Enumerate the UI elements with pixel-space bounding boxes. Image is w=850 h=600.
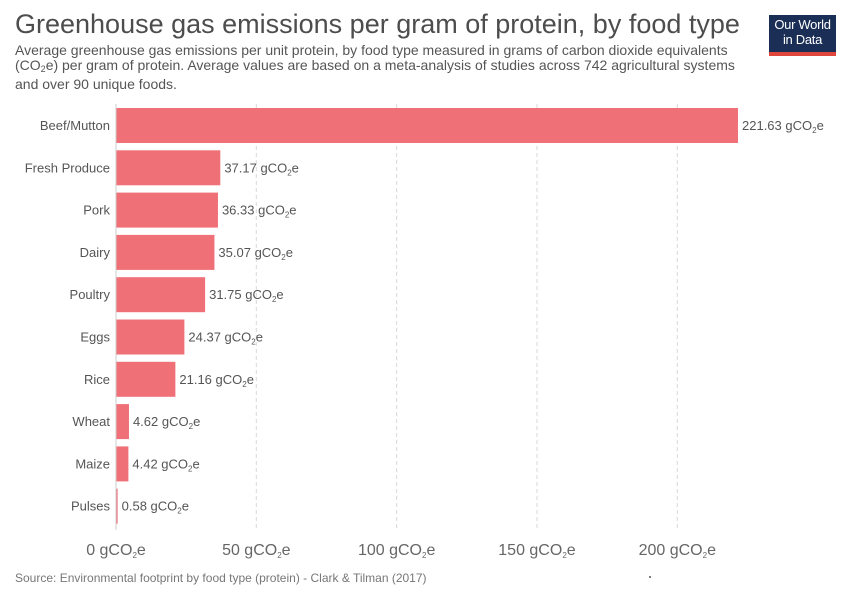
subtitle-text-2: e) per gram of protein. Average values a… xyxy=(15,57,735,92)
category-label: Pulses xyxy=(71,499,111,514)
data-label: 221.63 gCO2e xyxy=(742,118,824,135)
bar-pulses xyxy=(116,488,118,524)
data-label: 21.16 gCO2e xyxy=(179,372,254,389)
data-label: 35.07 gCO2e xyxy=(218,245,293,262)
subtitle-text-1: Average greenhouse gas emissions per uni… xyxy=(15,42,728,73)
x-tick-label: 100 gCO2e xyxy=(358,542,436,560)
bar-poultry xyxy=(116,277,206,313)
category-label: Fresh Produce xyxy=(25,160,110,175)
subtitle-subscript: 2 xyxy=(40,64,46,74)
bar-rice xyxy=(116,361,176,397)
source-note[interactable]: Source: Environmental footprint by food … xyxy=(15,571,427,585)
bar-wheat xyxy=(116,404,129,440)
data-label: 4.42 gCO2e xyxy=(132,456,199,473)
bar-dairy xyxy=(116,234,215,270)
chart-title: Greenhouse gas emissions per gram of pro… xyxy=(15,9,740,39)
data-label: 36.33 gCO2e xyxy=(222,203,297,220)
data-label: 4.62 gCO2e xyxy=(133,414,200,431)
category-label: Wheat xyxy=(72,414,110,429)
category-label: Dairy xyxy=(80,245,111,260)
x-tick-label: 200 gCO2e xyxy=(639,542,717,560)
bar-fresh-produce xyxy=(116,150,221,186)
category-label: Pork xyxy=(83,203,110,218)
chart-subtitle: Average greenhouse gas emissions per uni… xyxy=(15,43,750,92)
category-label: Beef/Mutton xyxy=(40,118,110,133)
x-tick-label: 50 gCO2e xyxy=(222,542,291,560)
marker-dot xyxy=(649,576,651,578)
x-tick-label: 150 gCO2e xyxy=(498,542,576,560)
our-world-in-data-logo[interactable]: Our World in Data xyxy=(769,15,836,56)
data-label: 0.58 gCO2e xyxy=(122,499,189,516)
category-label: Maize xyxy=(75,456,110,471)
bar-pork xyxy=(116,192,218,228)
category-label: Eggs xyxy=(80,330,110,345)
logo-line-1: Our World xyxy=(774,17,831,32)
x-tick-label: 0 gCO2e xyxy=(86,542,146,560)
data-label: 24.37 gCO2e xyxy=(188,330,263,347)
bar-beef-mutton xyxy=(116,108,738,143)
logo-line-2: in Data xyxy=(782,32,823,47)
bar-eggs xyxy=(116,319,185,355)
category-label: Poultry xyxy=(70,287,111,302)
bar-maize xyxy=(116,446,129,482)
data-label: 37.17 gCO2e xyxy=(224,160,299,177)
data-label: 31.75 gCO2e xyxy=(209,287,284,304)
category-label: Rice xyxy=(84,372,110,387)
